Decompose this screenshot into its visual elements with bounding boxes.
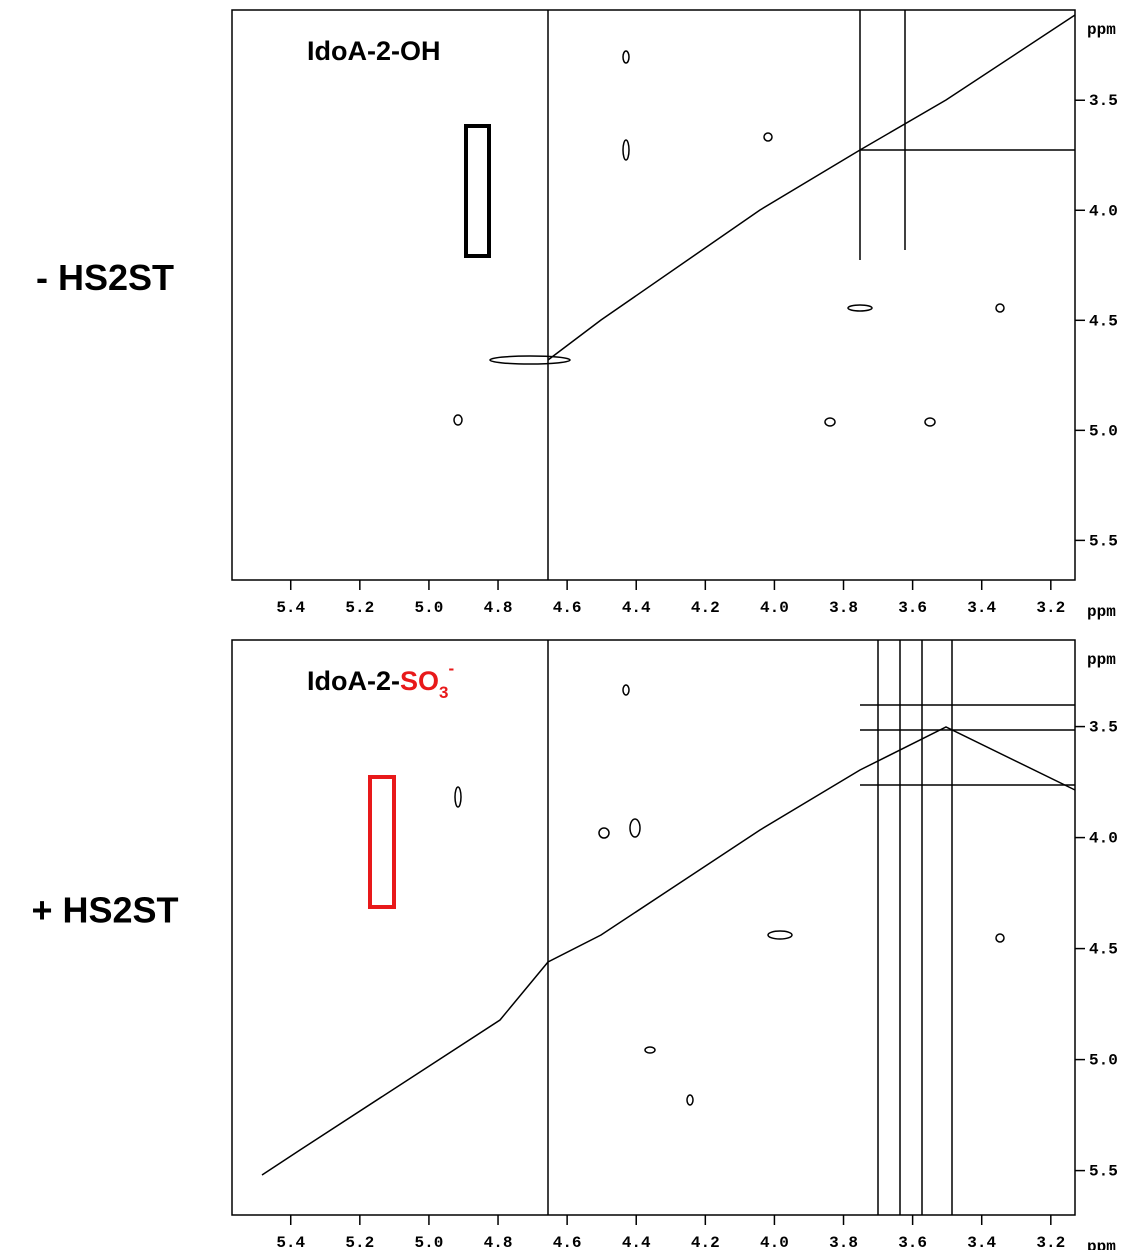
- panel: 5.4 5.2 5.0 4.8 4.6 4.4 4.2 4.0 3.8 3.6 3.4 3.2 3.5 4…: [36, 9, 1118, 621]
- x-tick-label: 4.4: [622, 1234, 651, 1250]
- panel-label: + HS2ST: [31, 890, 178, 931]
- spectrum-top: [453, 10, 1076, 580]
- y-tick-label: 5.5: [1089, 1163, 1118, 1181]
- y-tick-label: 4.5: [1089, 312, 1118, 330]
- title-highlight: SO: [400, 666, 439, 696]
- x-tick-label: 5.4: [276, 599, 305, 617]
- x-tick-label: 3.4: [967, 599, 996, 617]
- x-tick-label: 4.2: [691, 1234, 720, 1250]
- y-tick-label: 5.0: [1089, 1052, 1118, 1070]
- y-axis-label: ppm: [1087, 651, 1116, 669]
- x-tick-label: 5.4: [276, 1234, 305, 1250]
- title-sub: 3: [439, 683, 448, 702]
- x-tick-label: 3.2: [1036, 599, 1065, 617]
- y-tick-label: 3.5: [1089, 719, 1118, 737]
- panel-title: IdoA-2-OH: [307, 36, 440, 66]
- x-tick-label: 5.0: [415, 1234, 444, 1250]
- panel: 5.4 5.2 5.0 4.8 4.6 4.4 4.2 4.0 3.8 3.6 3.4 3.2 3.5 4…: [31, 639, 1118, 1250]
- highlight-box: [464, 124, 491, 258]
- y-tick-label: 4.0: [1089, 202, 1118, 220]
- x-tick-label: 3.8: [829, 1234, 858, 1250]
- x-tick-label: 4.6: [553, 1234, 582, 1250]
- title-text: IdoA-2-OH: [307, 36, 440, 66]
- x-tick-label: 4.8: [484, 599, 513, 617]
- x-tick-label: 3.2: [1036, 1234, 1065, 1250]
- x-tick-label: 5.2: [345, 1234, 374, 1250]
- x-tick-label: 4.0: [760, 1234, 789, 1250]
- plot-frame: [231, 639, 1076, 1216]
- x-tick-label: 4.4: [622, 599, 651, 617]
- plot-frame: [231, 9, 1076, 581]
- y-tick-label: 5.0: [1089, 422, 1118, 440]
- title-text: IdoA-2-: [307, 666, 400, 696]
- title-sup: -: [448, 659, 454, 678]
- x-tick-label: 4.8: [484, 1234, 513, 1250]
- x-tick-label: 3.6: [898, 1234, 927, 1250]
- x-tick-label: 3.4: [967, 1234, 996, 1250]
- highlight-box: [368, 775, 396, 909]
- x-tick-label: 4.2: [691, 599, 720, 617]
- y-tick-label: 3.5: [1089, 92, 1118, 110]
- y-tick-label: 5.5: [1089, 532, 1118, 550]
- x-tick-label: 3.6: [898, 599, 927, 617]
- panel-title: IdoA-2-SO3-: [307, 659, 454, 702]
- x-axis-label: ppm: [1087, 603, 1116, 621]
- y-axis-label: ppm: [1087, 21, 1116, 39]
- spectrum-bottom: [261, 640, 1076, 1215]
- y-tick-label: 4.0: [1089, 830, 1118, 848]
- x-tick-label: 5.0: [415, 599, 444, 617]
- x-tick-label: 5.2: [345, 599, 374, 617]
- y-tick-label: 4.5: [1089, 941, 1118, 959]
- x-tick-label: 4.0: [760, 599, 789, 617]
- x-tick-label: 3.8: [829, 599, 858, 617]
- x-tick-label: 4.6: [553, 599, 582, 617]
- x-axis-label: ppm: [1087, 1238, 1116, 1250]
- panel-label: - HS2ST: [36, 257, 174, 298]
